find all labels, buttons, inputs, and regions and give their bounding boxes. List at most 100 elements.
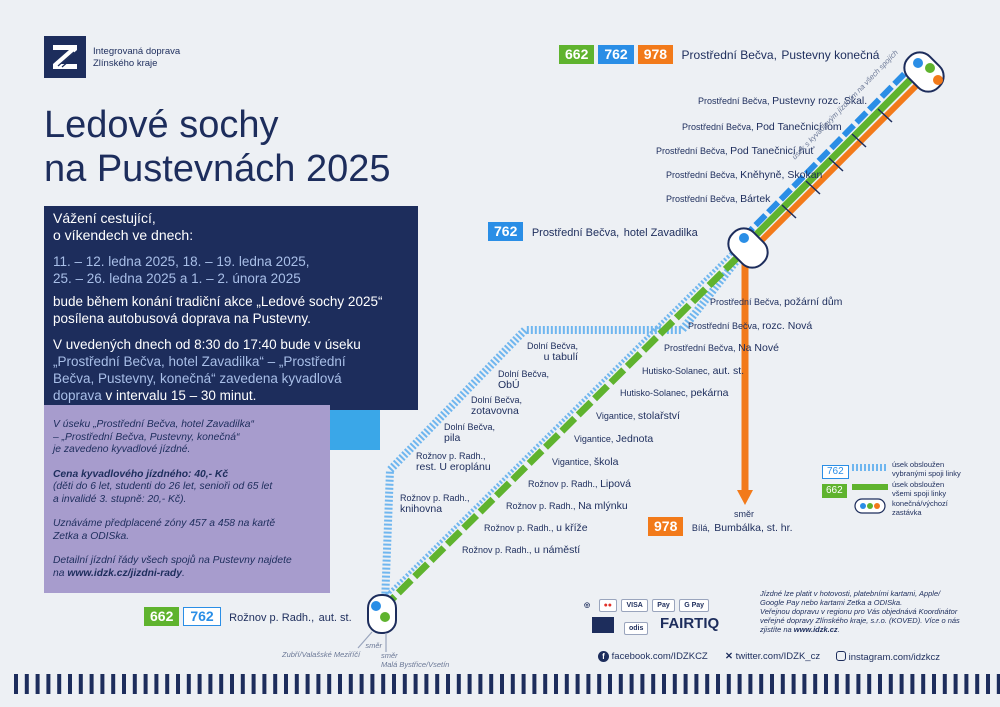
stop-prefix: Hutisko-Solanec, [642, 366, 711, 376]
social-instagram[interactable]: instagram.com/idzkcz [836, 651, 940, 663]
stop-name: škola [593, 456, 619, 468]
upper-stop-ticks [781, 108, 893, 219]
twitter-link[interactable]: twitter.com/IDZK_cz [735, 651, 821, 662]
stop-name: Jednota [615, 433, 654, 445]
legend-green-text2: všemi spoji linky [892, 489, 947, 498]
footer-stripe [284, 674, 288, 694]
payment-text: Jízdné lze platit v hotovosti, platebním… [760, 589, 990, 634]
dir-left: směr [324, 641, 384, 650]
para2-line4a: doprava [53, 388, 102, 403]
terminal-zavadilka-marker [727, 227, 769, 269]
greet-line2: o víkendech ve dnech: [53, 227, 194, 243]
dates-line2: 25. – 26. ledna 2025 a 1. – 2. února 202… [53, 271, 301, 286]
stop-name: aut. st. [712, 365, 745, 377]
stop-left-1: Dolní Bečva, u tabulí [527, 341, 578, 363]
footer-stripe [89, 674, 94, 694]
blue-upper-line [740, 59, 919, 241]
footer-stripe [176, 674, 180, 694]
footer-stripe [392, 674, 396, 694]
footer-stripe [726, 674, 731, 694]
stop-left-2: Dolní Bečva, ObÚ [498, 369, 549, 391]
footer-stripe [413, 674, 418, 694]
payment-text1: Jízdné lze platit v hotovosti, platebním… [760, 589, 941, 598]
footer-stripe [921, 674, 926, 694]
notice-para2: V uvedených dnech od 8:30 do 17:40 bude … [53, 336, 393, 404]
title-line2: na Pustevnách 2025 [44, 148, 391, 190]
info-p1-l2: – „Prostřední Bečva, Pustevny, konečná“ [53, 431, 240, 443]
stop-left-4: Dolní Bečva, pila [444, 422, 495, 444]
payment-link[interactable]: www.idzk.cz [793, 625, 838, 634]
info-p3-l2: Zetka a ODISka. [53, 530, 130, 542]
social-facebook[interactable]: f facebook.com/IDZKCZ [598, 651, 708, 662]
footer-stripe [532, 674, 537, 694]
stop-name: stolařství [637, 410, 680, 422]
instagram-link[interactable]: instagram.com/idzkcz [848, 652, 940, 663]
dir-left-name: Zubří/Valašské Meziříčí [282, 650, 361, 659]
stop-name: zotavovna [471, 405, 519, 417]
top-terminal-prefix: Prostřední Bečva, [681, 48, 777, 62]
badge-762-zavadilka: 762 [488, 222, 524, 241]
top-terminal: 662 762 978 Prostřední Bečva, Pustevny kon… [559, 45, 879, 64]
info-p1: V úseku „Prostřední Bečva, hotel Zavadil… [53, 419, 325, 457]
stop-name: Pod Tanečnicí huť [730, 145, 815, 157]
footer-stripe [845, 674, 850, 694]
footer-stripe [14, 674, 18, 694]
badge-662-top: 662 [559, 45, 595, 64]
notice-box [44, 206, 418, 410]
stop-name: Kněhyně, Skokan [740, 169, 823, 181]
info-p1-l3: je zavedeno kyvadlové jízdné. [53, 444, 191, 455]
green-main-line [379, 240, 755, 612]
badge-762-bottom: 762 [183, 607, 221, 626]
legend-green-line [852, 484, 888, 490]
twitter-icon: ✕ [725, 651, 733, 662]
social-twitter[interactable]: ✕ twitter.com/IDZK_cz [725, 651, 820, 662]
footer-stripe [46, 674, 51, 694]
footer-stripe [273, 674, 278, 694]
footer-stripe [489, 674, 494, 694]
odis-label: odis [624, 622, 649, 635]
stop-right-4: Hutisko-Solanec, aut. st. [642, 366, 744, 377]
stop-right-1: Prostřední Bečva, požární dům [710, 297, 842, 308]
footer-stripe [78, 674, 83, 694]
stop-prefix: Prostřední Bečva, [710, 297, 782, 307]
footer-stripe [57, 674, 62, 694]
stop-prefix: Dolní Bečva, [498, 369, 550, 379]
stop-name: požární dům [784, 296, 843, 308]
badge-762-top: 762 [598, 45, 634, 64]
page-title: Ledové sochy na Pustevnách 2025 [44, 103, 391, 191]
bottom-terminal: 662 762 Rožnov p. Radh., aut. st. [144, 607, 352, 626]
info-p4-link[interactable]: www.idzk.cz/jizdni-rady [67, 567, 182, 579]
stop-prefix: Rožnov p. Radh., [484, 523, 554, 533]
stop-prefix: Prostřední Bečva, [682, 122, 754, 132]
para2-line2: „Prostřední Bečva, hotel Zavadilka“ – „P… [53, 354, 346, 369]
footer-stripe [359, 674, 364, 694]
terminal-bottom-marker [367, 594, 397, 634]
payment-text5: zjistíte na www.idzk.cz. [760, 625, 990, 634]
footer-stripe [154, 674, 159, 694]
stop-prefix: Prostřední Bečva, [656, 146, 728, 156]
stop-prefix: Prostřední Bečva, [698, 96, 770, 106]
footer-stripe [338, 674, 342, 694]
stop-left-6: Rožnov p. Radh., knihovna [400, 493, 470, 515]
stop-upper-2: Prostřední Bečva, Pod Tanečnicí lom [682, 122, 842, 133]
notice-dates: 11. – 12. ledna 2025, 18. – 19. ledna 20… [53, 253, 403, 287]
footer-stripe [996, 674, 1000, 694]
legend-stop-marker [854, 498, 886, 514]
stop-name: ObÚ [498, 379, 520, 391]
legend-stop-text2: zastávka [892, 508, 922, 517]
stop-name: Lipová [600, 478, 632, 490]
facebook-link[interactable]: facebook.com/IDZKCZ [611, 651, 708, 662]
odis-icon: odis [624, 617, 649, 635]
footer-stripe [942, 674, 947, 694]
footer-stripe [111, 674, 116, 694]
stop-right-11: Rožnov p. Radh., u kříže [484, 523, 588, 534]
footer-stripe [294, 674, 299, 694]
badge-662-bottom: 662 [144, 607, 180, 626]
footer-stripe [770, 674, 774, 694]
stop-prefix: Vigantice, [596, 411, 636, 421]
stop-prefix: Dolní Bečva, [444, 422, 496, 432]
footer-stripe [402, 674, 407, 694]
stop-right-5: Hutisko-Solanec, pekárna [620, 388, 729, 399]
orange-name: Bumbálka, st. hr. [714, 522, 793, 534]
